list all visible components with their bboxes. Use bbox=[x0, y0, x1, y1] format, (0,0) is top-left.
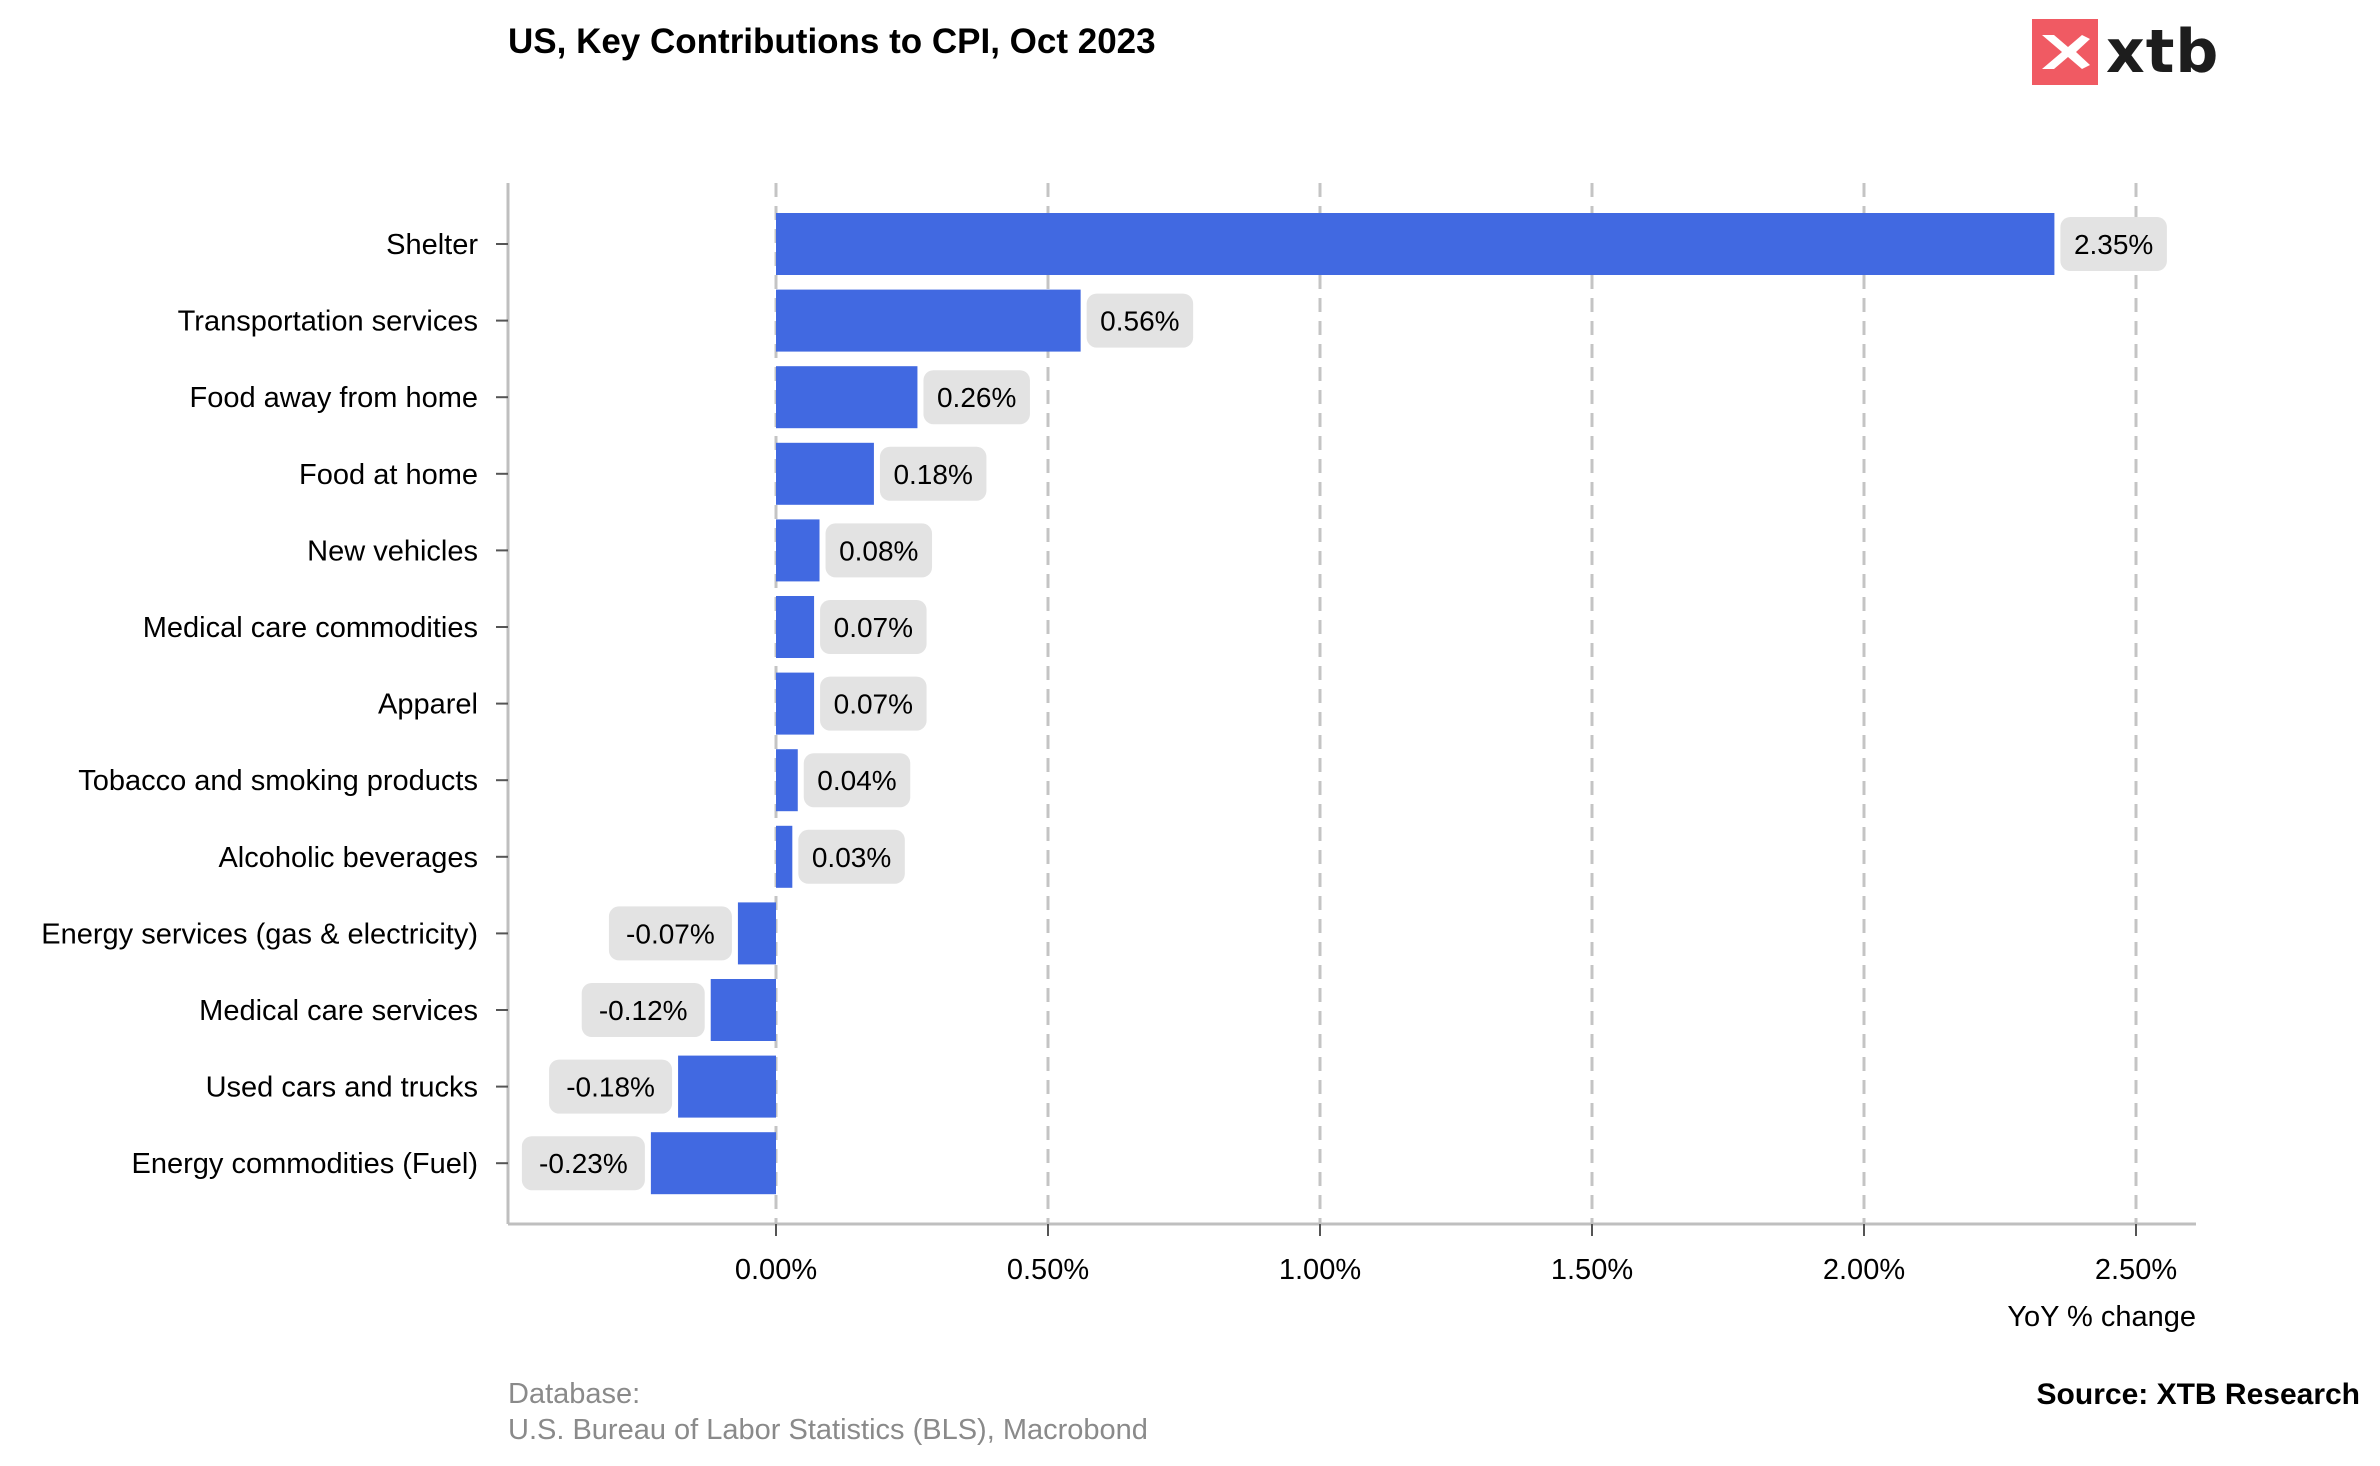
category-label: Used cars and trucks bbox=[206, 1072, 478, 1104]
category-label: Energy services (gas & electricity) bbox=[41, 918, 478, 950]
database-label: Database: bbox=[508, 1378, 641, 1410]
x-tick-label: 2.00% bbox=[1823, 1254, 1905, 1286]
chart-title: US, Key Contributions to CPI, Oct 2023 bbox=[508, 22, 1156, 61]
value-label: 0.26% bbox=[937, 382, 1016, 413]
value-label: 0.08% bbox=[839, 535, 918, 566]
category-label: Transportation services bbox=[178, 306, 478, 338]
category-label: Tobacco and smoking products bbox=[78, 765, 478, 797]
bar bbox=[710, 979, 776, 1041]
value-label: -0.23% bbox=[539, 1148, 628, 1179]
bar bbox=[737, 902, 776, 965]
value-label-box bbox=[923, 370, 1030, 425]
value-label-box bbox=[549, 1059, 673, 1114]
source-note: Source: XTB Research bbox=[2036, 1378, 2360, 1411]
x-axis-label: YoY % change bbox=[2007, 1301, 2196, 1333]
category-label: New vehicles bbox=[307, 535, 478, 567]
value-label-box bbox=[521, 1136, 645, 1191]
logo-text: xtb bbox=[2106, 17, 2220, 87]
value-label: 0.07% bbox=[834, 689, 913, 720]
bar bbox=[650, 1132, 776, 1195]
bar bbox=[776, 519, 820, 582]
value-label-box bbox=[2060, 217, 2167, 271]
x-tick-label: 2.50% bbox=[2095, 1254, 2177, 1286]
value-label-box bbox=[820, 600, 927, 654]
category-label: Medical care services bbox=[199, 995, 478, 1027]
value-label-box bbox=[825, 523, 933, 578]
category-label: Apparel bbox=[378, 689, 478, 721]
bar bbox=[776, 596, 815, 658]
value-label-box bbox=[1086, 293, 1194, 348]
value-label: 0.04% bbox=[817, 765, 896, 796]
xtb-logo: xtb bbox=[2032, 18, 2219, 86]
value-label: 0.56% bbox=[1100, 306, 1179, 337]
value-label-box bbox=[820, 676, 927, 731]
x-tick-label: 0.00% bbox=[735, 1254, 817, 1286]
value-label: -0.18% bbox=[566, 1072, 655, 1103]
category-label: Medical care commodities bbox=[143, 612, 478, 644]
category-label: Food at home bbox=[299, 459, 478, 491]
bar bbox=[776, 442, 874, 505]
value-label-box bbox=[798, 829, 905, 884]
logo-mark-glyph bbox=[2042, 35, 2090, 69]
value-label: 0.18% bbox=[893, 459, 972, 490]
value-label: 2.35% bbox=[2074, 229, 2153, 260]
value-label: 0.03% bbox=[812, 842, 891, 873]
bar bbox=[776, 213, 2055, 275]
database-value: U.S. Bureau of Labor Statistics (BLS), M… bbox=[508, 1414, 1148, 1446]
category-label: Food away from home bbox=[189, 382, 478, 414]
x-tick-label: 0.50% bbox=[1007, 1254, 1089, 1286]
bar bbox=[776, 825, 793, 888]
category-label: Energy commodities (Fuel) bbox=[132, 1148, 479, 1180]
value-label-box bbox=[803, 753, 911, 808]
value-label: 0.07% bbox=[834, 612, 913, 643]
category-label: Alcoholic beverages bbox=[218, 842, 478, 874]
value-label-box bbox=[879, 446, 987, 501]
value-label: -0.07% bbox=[626, 918, 715, 949]
bar bbox=[776, 749, 798, 812]
value-label: -0.12% bbox=[599, 995, 688, 1026]
bar bbox=[678, 1055, 776, 1118]
value-label-box bbox=[581, 983, 705, 1037]
x-tick-label: 1.50% bbox=[1551, 1254, 1633, 1286]
bar bbox=[776, 366, 918, 429]
database-note: Database: U.S. Bureau of Labor Statistic… bbox=[508, 1376, 1148, 1448]
bar bbox=[776, 289, 1081, 352]
category-label: Shelter bbox=[386, 229, 478, 261]
x-tick-label: 1.00% bbox=[1279, 1254, 1361, 1286]
bar bbox=[776, 672, 815, 735]
xtb-logo-icon bbox=[2032, 19, 2098, 85]
value-label-box bbox=[608, 906, 732, 961]
